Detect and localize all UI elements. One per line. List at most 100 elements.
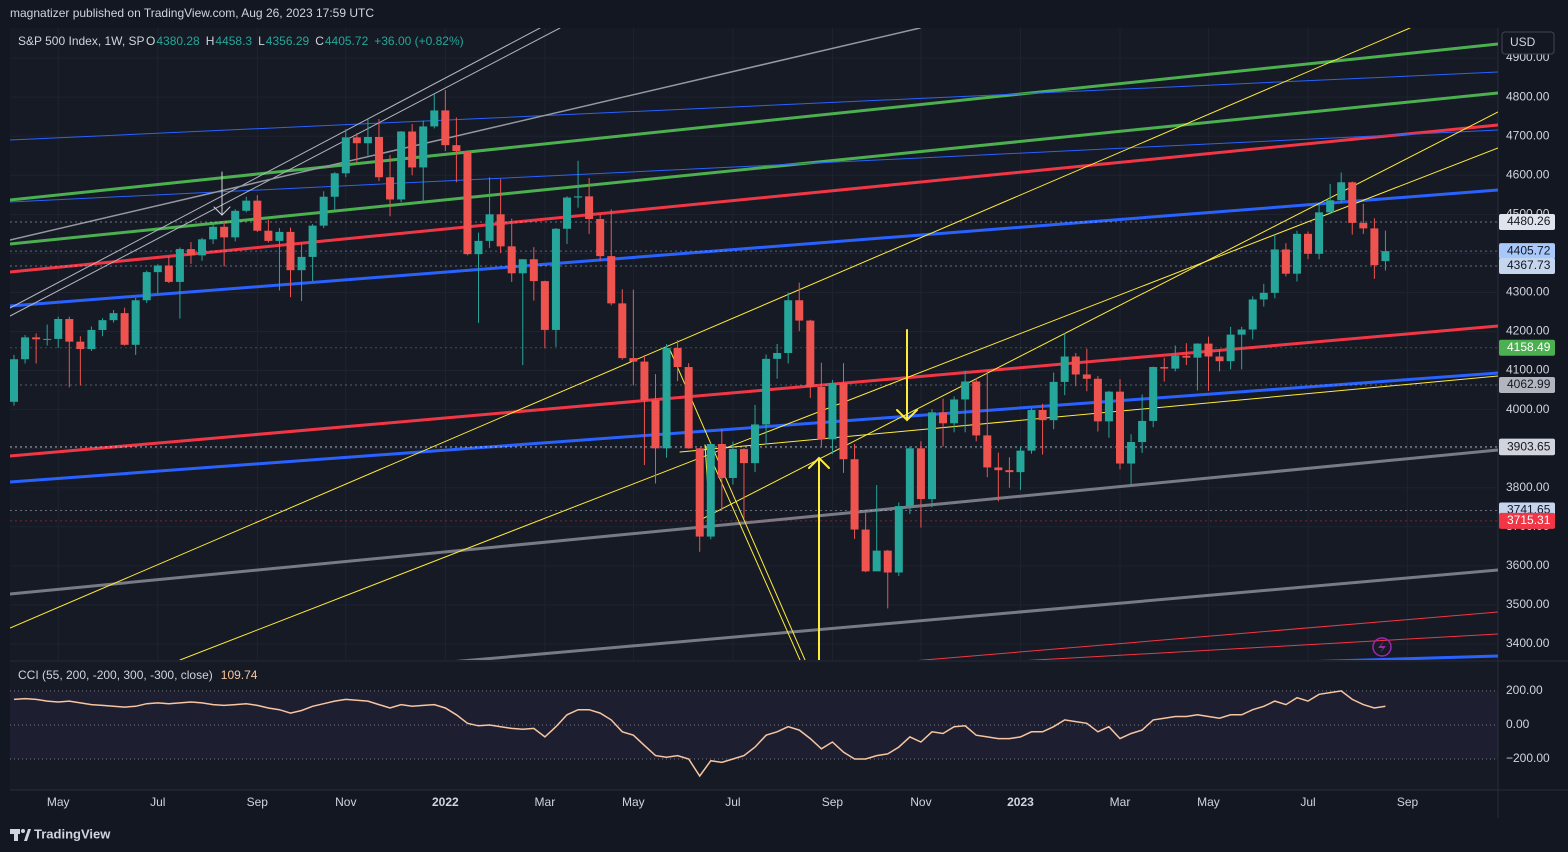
candle-body	[1016, 450, 1025, 473]
candle-body	[1381, 251, 1390, 262]
legend-value: 4356.29	[266, 34, 310, 48]
candle-body	[817, 386, 826, 440]
y-tick-label: 4300.00	[1506, 285, 1550, 299]
candle-body	[1304, 233, 1313, 254]
trendline	[699, 111, 1498, 521]
candle-body	[21, 337, 30, 360]
candle-body	[253, 200, 262, 231]
candle-body	[220, 226, 229, 238]
x-tick-label: May	[47, 795, 70, 809]
cci-name: CCI (55, 200, -200, 300, -300, close)	[18, 668, 213, 682]
candle-body	[872, 550, 881, 572]
price-tag-label: 3715.31	[1507, 513, 1551, 527]
candle-body	[319, 196, 328, 226]
candle-body	[231, 210, 240, 238]
legend-change: +36.00 (+0.82%)	[374, 34, 463, 48]
candle-body	[883, 550, 892, 573]
x-tick-label: Sep	[247, 795, 269, 809]
cci-value: 109.74	[221, 668, 258, 682]
cci-tick-label: −200.00	[1506, 751, 1550, 765]
candle-body	[839, 383, 848, 460]
candle-body	[275, 231, 284, 241]
y-tick-label: 4700.00	[1506, 128, 1550, 142]
candle-body	[1193, 343, 1202, 358]
candle-body	[1093, 378, 1102, 422]
y-tick-label: 3400.00	[1506, 636, 1550, 650]
candle-body	[1248, 299, 1257, 330]
trendline	[10, 28, 921, 241]
x-tick-label: May	[622, 795, 645, 809]
x-tick-label: May	[1197, 795, 1220, 809]
y-tick-label: 3800.00	[1506, 480, 1550, 494]
candle-body	[983, 435, 992, 468]
candle-body	[1315, 212, 1324, 254]
candle-body	[164, 265, 173, 282]
trendline	[10, 71, 1498, 141]
candle-body	[76, 341, 85, 350]
trendline	[1316, 654, 1498, 660]
x-tick-label: Sep	[1397, 795, 1419, 809]
candle-body	[198, 239, 207, 256]
price-tag-label: 4062.99	[1507, 377, 1551, 391]
candle-body	[574, 196, 583, 198]
currency[interactable]: USD	[1510, 35, 1536, 49]
trendline	[10, 324, 1498, 458]
candle-body	[894, 506, 903, 573]
x-tick-label: 2022	[432, 795, 459, 809]
price-tag	[1499, 243, 1555, 260]
candle-body	[1027, 410, 1036, 451]
candle-body	[1071, 356, 1080, 375]
candle-body	[695, 448, 704, 537]
trendline	[10, 28, 1411, 629]
cci-tick-label: 0.00	[1506, 717, 1530, 731]
candle-body	[408, 131, 417, 168]
candle-body	[773, 352, 782, 359]
x-tick-label: Jul	[725, 795, 740, 809]
candle-body	[1060, 356, 1069, 382]
candle-body	[297, 256, 306, 271]
y-tick-label: 3500.00	[1506, 597, 1550, 611]
candle-body	[1337, 182, 1346, 201]
candle-body	[175, 249, 184, 282]
candle-body	[87, 329, 96, 350]
candle-body	[374, 136, 383, 178]
x-tick-label: Mar	[535, 795, 556, 809]
x-tick-label: Jul	[150, 795, 165, 809]
candle-body	[651, 400, 660, 449]
price-tag	[1499, 512, 1555, 529]
candle-body	[32, 337, 41, 340]
legend-letter: H	[206, 34, 215, 48]
published-line: magnatizer published on TradingView.com,…	[10, 6, 374, 20]
trendline	[10, 129, 1498, 203]
candle-body	[563, 197, 571, 229]
cci-tick-label: 200.00	[1506, 683, 1543, 697]
arrow-head	[808, 456, 830, 469]
candle-body	[98, 320, 107, 330]
candle-body	[585, 196, 594, 220]
price-tag-label: 4480.26	[1507, 214, 1551, 228]
candle-body	[784, 300, 793, 353]
candle-body	[1326, 200, 1335, 213]
candle-body	[441, 110, 450, 146]
candle-body	[828, 383, 837, 440]
candle-body	[939, 412, 948, 424]
currency-button[interactable]	[1501, 31, 1555, 55]
y-tick-label: 4200.00	[1506, 324, 1550, 338]
candle-body	[684, 367, 693, 449]
candle-body	[452, 145, 461, 152]
candle-body	[607, 256, 616, 304]
trendline	[704, 444, 801, 660]
candle-body	[54, 319, 63, 339]
legend-value: 4458.3	[215, 34, 252, 48]
price-tag-label: 4405.72	[1507, 243, 1551, 257]
alert-icon[interactable]	[1372, 637, 1392, 657]
price-tag	[1499, 339, 1555, 356]
candle-body	[131, 300, 140, 345]
trendline	[1026, 633, 1498, 660]
x-tick-label: Nov	[910, 795, 931, 809]
trendline	[10, 28, 541, 309]
candle-body	[1082, 374, 1091, 379]
x-tick-label: Mar	[1110, 795, 1131, 809]
candle-body	[186, 249, 195, 256]
